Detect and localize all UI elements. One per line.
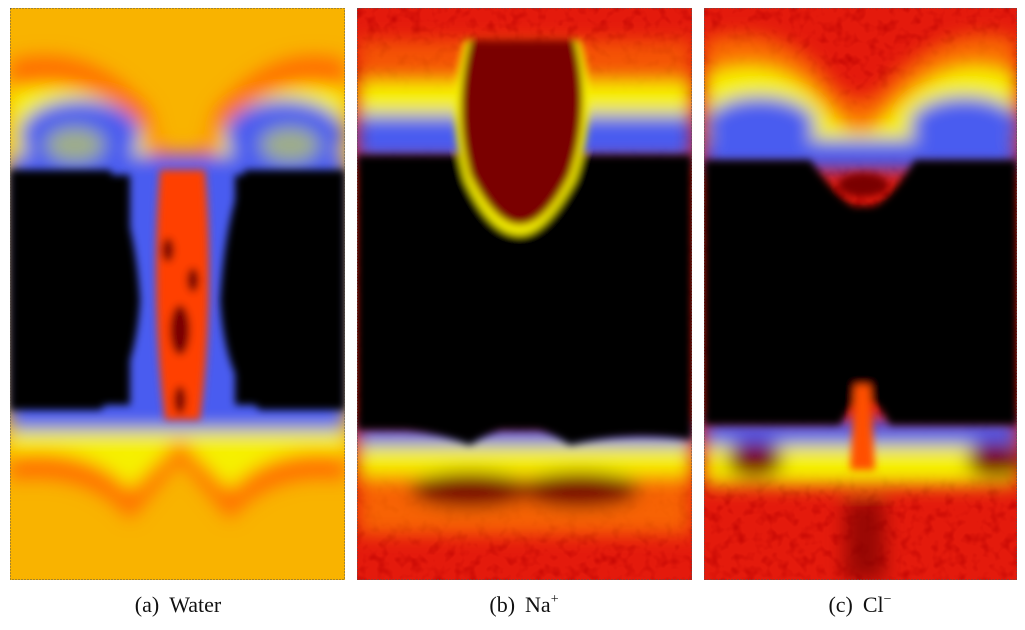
caption: (b) Na+ <box>489 592 558 617</box>
panel-chloride <box>704 8 1017 580</box>
panel-water <box>10 8 345 580</box>
caption: (a) Water <box>135 592 222 617</box>
caption-label: (c) <box>828 592 852 617</box>
frame <box>357 8 692 580</box>
caption-superscript: + <box>551 592 559 607</box>
caption-text: Cl <box>863 592 884 617</box>
caption-label: (a) <box>135 592 159 617</box>
caption: (c) Cl− <box>828 592 891 617</box>
caption-superscript: − <box>884 592 892 607</box>
frame <box>10 8 345 580</box>
panel-sodium <box>357 8 692 580</box>
caption-text: Water <box>169 592 222 617</box>
caption-label: (b) <box>489 592 515 617</box>
frame <box>704 8 1017 580</box>
caption-text: Na <box>525 592 551 617</box>
